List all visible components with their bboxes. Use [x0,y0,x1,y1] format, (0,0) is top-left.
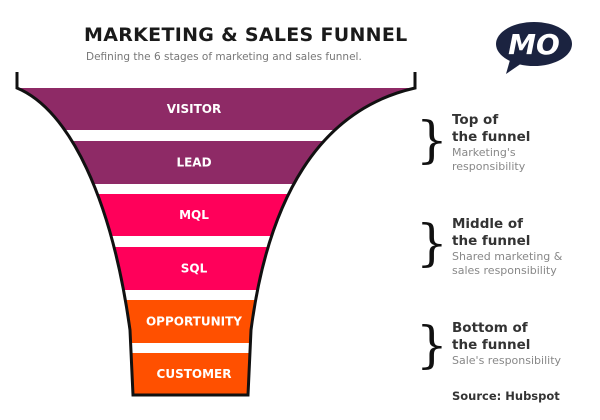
funnel-diagram: VISITOR LEAD MQL SQL OPPORTUNITY CUSTOMER [15,72,417,397]
stage-label: LEAD [176,156,211,170]
stage-label: MQL [179,208,209,222]
source-credit: Source: Hubspot [452,389,560,403]
stage-band-mql [17,194,415,236]
stage-label: CUSTOMER [157,367,232,381]
funnel-outline [15,72,417,397]
bracket-bottom: } [416,316,448,374]
group-top: Top of the funnel Marketing's responsibi… [452,112,531,173]
group-bottom: Bottom of the funnel Sale's responsibili… [452,320,562,367]
stage-band-sql [17,247,415,290]
page-title: MARKETING & SALES FUNNEL [84,24,408,46]
group-middle: Middle of the funnel Shared marketing & … [452,216,563,277]
page-subtitle: Defining the 6 stages of marketing and s… [86,51,362,63]
stage-label: VISITOR [167,102,222,116]
bracket-middle: } [416,214,448,272]
bracket-top: } [416,111,448,169]
stage-label: OPPORTUNITY [146,315,242,329]
mo-logo: MO [496,22,572,74]
svg-text:MO: MO [508,28,560,61]
stage-band-lead [17,141,415,184]
stage-label: SQL [181,262,208,276]
